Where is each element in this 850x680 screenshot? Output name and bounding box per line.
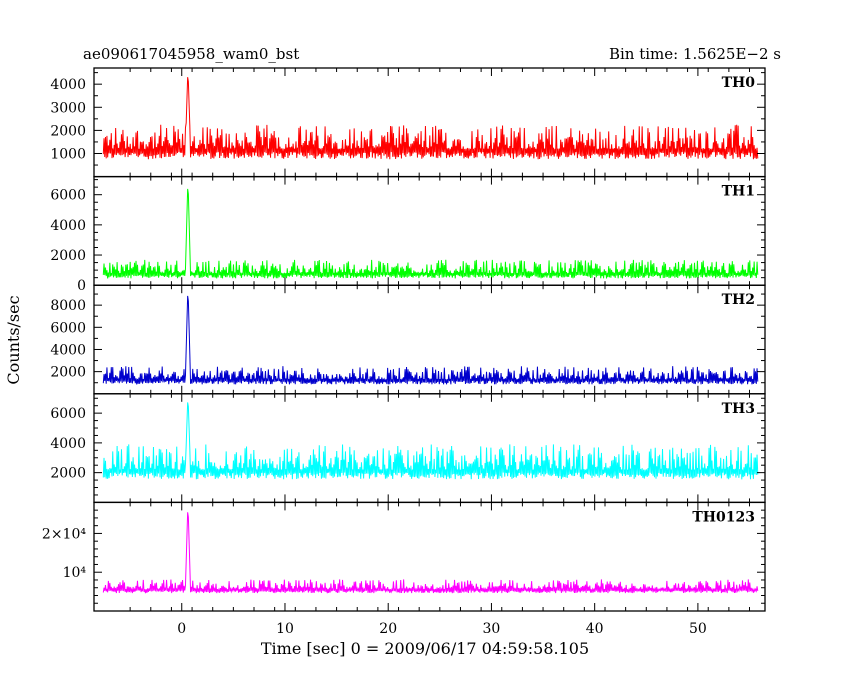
panel-frame — [93, 501, 766, 612]
y-tick-label: 2000 — [50, 123, 86, 139]
panel-frame — [93, 393, 766, 504]
x-tick-label: 0 — [177, 621, 186, 637]
y-tick-label: 0 — [77, 278, 86, 294]
y-tick-label: 6000 — [50, 406, 86, 422]
y-tick-label: 6000 — [50, 320, 86, 336]
y-axis-label: Counts/sec — [4, 295, 23, 384]
x-tick-label: 50 — [689, 621, 707, 637]
curve-th1 — [102, 188, 759, 279]
panel-th0: 1000 2000 3000 4000 TH0 — [50, 67, 766, 178]
y-tick-label: 3000 — [50, 100, 86, 116]
curve-th3 — [102, 402, 759, 480]
y-tick-label: 10⁴ — [63, 565, 87, 581]
panel-label-th0123: TH0123 — [692, 509, 755, 525]
panels-layer: 1000 2000 3000 4000 TH0 0 2000 4000 6000 TH1 2000 4… — [42, 67, 766, 637]
y-tick-label: 1000 — [50, 146, 86, 162]
curve-th0 — [102, 77, 759, 160]
panel-th1: 0 2000 4000 6000 TH1 — [50, 175, 766, 294]
panel-th0123: 10⁴ 2×10⁴ TH0123 — [42, 501, 766, 612]
x-tick-label: 30 — [483, 621, 501, 637]
y-tick-label: 4000 — [50, 218, 86, 234]
panel-th2: 2000 4000 6000 8000 TH2 — [50, 284, 766, 395]
y-tick-label: 2000 — [50, 248, 86, 264]
y-tick-label: 8000 — [50, 298, 86, 314]
x-tick-label: 20 — [379, 621, 397, 637]
panel-label-th1: TH1 — [722, 184, 755, 200]
panel-label-th3: TH3 — [722, 401, 755, 417]
x-tick-label: 10 — [276, 621, 294, 637]
panel-frame — [93, 67, 766, 178]
curve-th0123 — [102, 512, 759, 594]
y-tick-label: 2000 — [50, 466, 86, 482]
y-tick-label: 2000 — [50, 365, 86, 381]
y-tick-label: 2×10⁴ — [42, 526, 86, 542]
y-tick-label: 4000 — [50, 436, 86, 452]
chart-title: ae090617045958_wam0_bst — [83, 45, 299, 63]
curve-th2 — [102, 295, 759, 385]
y-tick-label: 4000 — [50, 342, 86, 358]
panel-label-th2: TH2 — [722, 292, 755, 308]
x-tick-label: 40 — [586, 621, 604, 637]
y-tick-label: 6000 — [50, 188, 86, 204]
panel-label-th0: TH0 — [722, 75, 756, 91]
x-axis-label: Time [sec] 0 = 2009/06/17 04:59:58.105 — [261, 639, 589, 658]
panel-th3: 2000 4000 6000 TH3 — [50, 393, 766, 504]
y-tick-label: 4000 — [50, 77, 86, 93]
bin-time-label: Bin time: 1.5625E−2 s — [609, 45, 781, 63]
